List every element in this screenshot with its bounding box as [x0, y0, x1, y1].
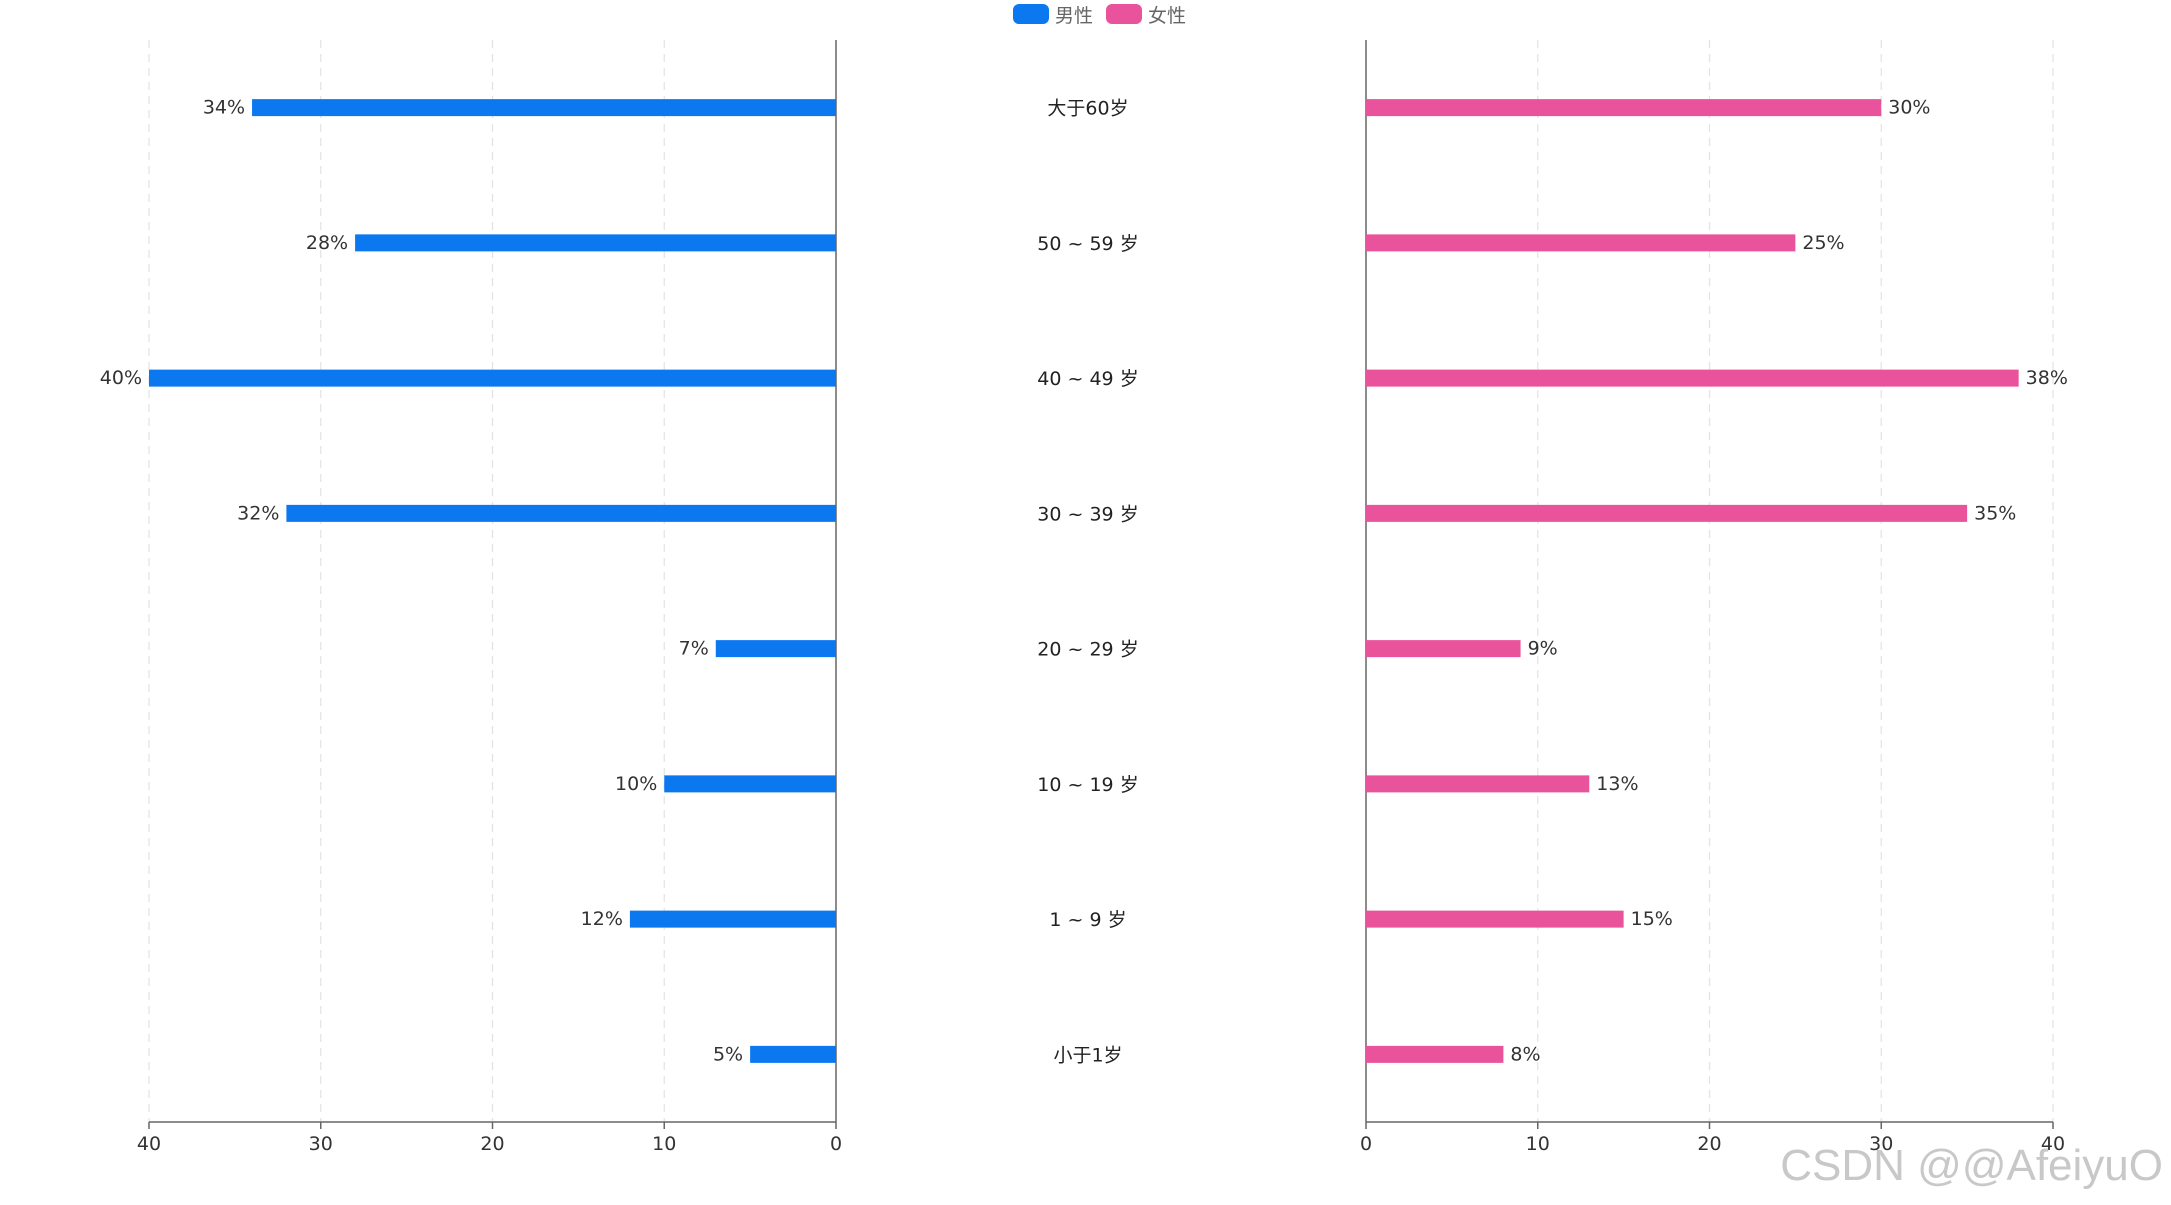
category-label: 大于60岁 — [1047, 98, 1128, 120]
bar-female — [1366, 775, 1590, 793]
bar-female — [1366, 640, 1521, 658]
bar-male — [286, 504, 836, 522]
data-label-male: 40% — [100, 367, 142, 389]
legend-swatch-female — [1106, 4, 1142, 24]
x-tick-label-right: 40 — [2041, 1133, 2065, 1155]
data-label-male: 28% — [306, 232, 348, 254]
legend-item-male[interactable]: 男性 — [1013, 2, 1094, 27]
legend-item-female[interactable]: 女性 — [1106, 2, 1187, 27]
x-tick-label-left: 20 — [480, 1133, 504, 1155]
data-label-female: 25% — [1802, 232, 1844, 254]
category-label: 20 ~ 29 岁 — [1037, 639, 1138, 661]
x-tick-label-left: 40 — [137, 1133, 161, 1155]
bar-female — [1366, 1045, 1504, 1063]
bar-female — [1366, 99, 1882, 117]
x-tick-label-right: 30 — [1869, 1133, 1893, 1155]
x-tick-label-left: 0 — [830, 1133, 842, 1155]
x-tick-label-right: 10 — [1526, 1133, 1550, 1155]
data-label-male: 12% — [581, 908, 623, 930]
legend-swatch-male — [1013, 4, 1049, 24]
bar-male — [252, 99, 837, 117]
data-label-female: 8% — [1510, 1043, 1540, 1065]
data-label-male: 32% — [237, 502, 279, 524]
legend-label-female: 女性 — [1148, 4, 1187, 27]
bar-male — [750, 1045, 836, 1063]
x-tick-label-right: 0 — [1360, 1133, 1372, 1155]
category-label: 50 ~ 59 岁 — [1037, 233, 1138, 255]
bar-male — [355, 234, 836, 252]
x-tick-label-left: 10 — [652, 1133, 676, 1155]
bar-male — [715, 640, 836, 658]
category-label: 30 ~ 39 岁 — [1037, 503, 1138, 525]
bar-female — [1366, 234, 1796, 252]
legend-label-male: 男性 — [1055, 4, 1094, 27]
watermark: CSDN @@AfeiyuO — [1780, 1141, 2163, 1190]
data-label-male: 10% — [615, 773, 657, 795]
bar-male — [629, 910, 836, 928]
category-label: 1 ~ 9 岁 — [1049, 909, 1126, 931]
bar-female — [1366, 910, 1624, 928]
category-label: 10 ~ 19 岁 — [1037, 774, 1138, 796]
legend: 男性 女性 — [0, 0, 2171, 30]
data-label-male: 34% — [203, 97, 245, 119]
data-label-female: 38% — [2026, 367, 2068, 389]
bar-male — [149, 369, 836, 387]
bar-male — [664, 775, 836, 793]
category-label: 小于1岁 — [1053, 1044, 1122, 1066]
data-label-male: 5% — [713, 1043, 743, 1065]
x-tick-label-left: 30 — [309, 1133, 333, 1155]
data-label-female: 13% — [1596, 773, 1638, 795]
category-label: 40 ~ 49 岁 — [1037, 368, 1138, 390]
data-label-female: 9% — [1528, 638, 1558, 660]
data-label-female: 30% — [1888, 97, 1930, 119]
bar-female — [1366, 369, 2019, 387]
data-label-male: 7% — [679, 638, 709, 660]
data-label-female: 15% — [1631, 908, 1673, 930]
bar-female — [1366, 504, 1968, 522]
x-tick-label-right: 20 — [1697, 1133, 1721, 1155]
data-label-female: 35% — [1974, 502, 2016, 524]
